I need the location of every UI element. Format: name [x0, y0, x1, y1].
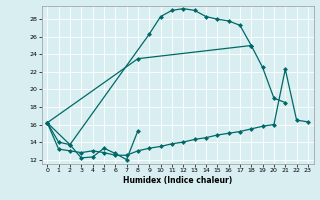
X-axis label: Humidex (Indice chaleur): Humidex (Indice chaleur) [123, 176, 232, 185]
